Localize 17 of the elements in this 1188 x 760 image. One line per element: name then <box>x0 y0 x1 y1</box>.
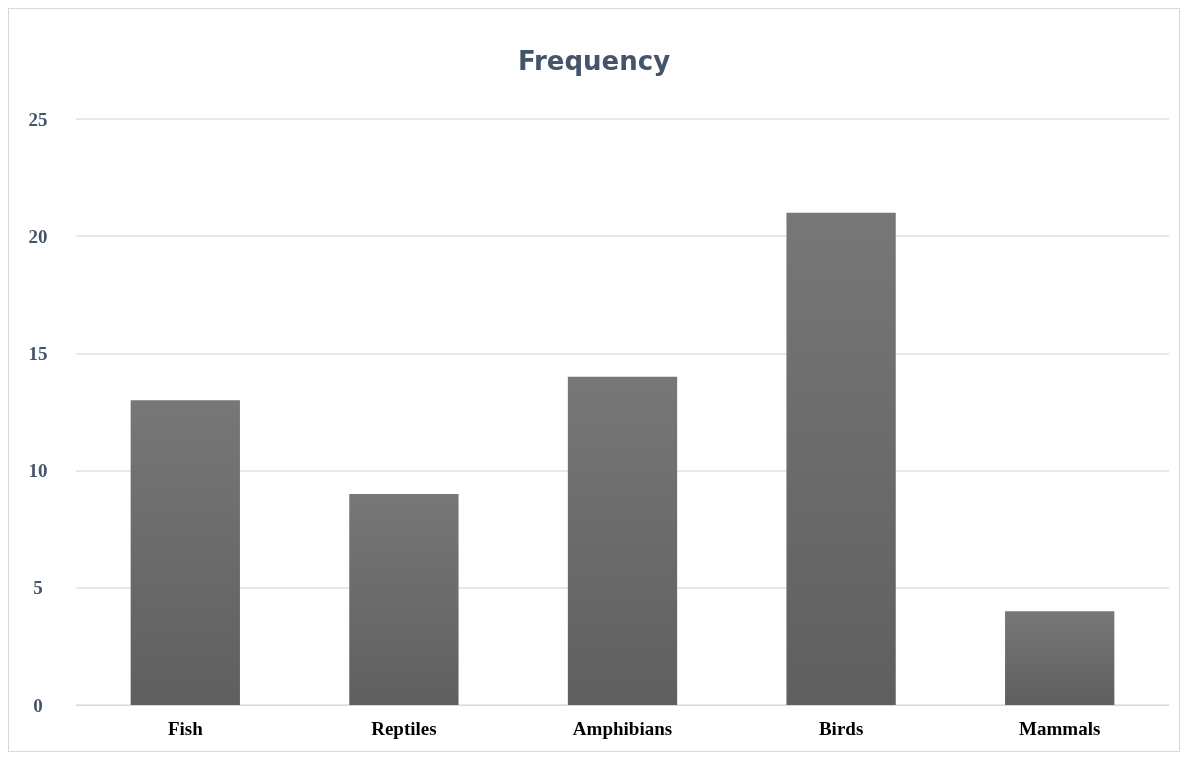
x-tick-label: Mammals <box>1019 718 1101 739</box>
y-tick-label: 25 <box>28 108 48 130</box>
x-tick-label: Amphibians <box>572 718 673 739</box>
y-tick-label: 10 <box>28 460 48 482</box>
bar <box>1005 611 1115 705</box>
bar <box>130 400 240 705</box>
y-tick-label: 0 <box>33 694 43 716</box>
y-tick-label: 5 <box>33 577 43 599</box>
y-tick-label: 20 <box>28 225 48 247</box>
bar <box>786 212 896 705</box>
y-tick-label: 15 <box>28 342 48 364</box>
bar <box>349 494 459 705</box>
x-tick-label: Reptiles <box>371 718 437 739</box>
chart-title: Frequency <box>517 46 671 76</box>
x-tick-label: Fish <box>167 718 204 739</box>
x-tick-label: Birds <box>818 718 864 739</box>
bar <box>567 376 678 705</box>
